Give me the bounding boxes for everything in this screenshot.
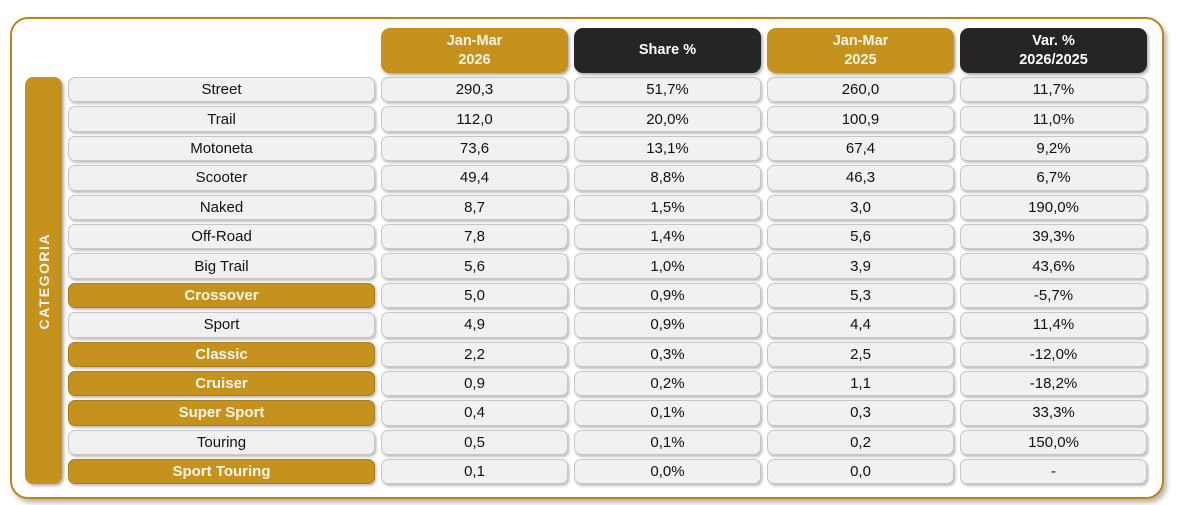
table-frame: Jan-Mar 2026 Share % Jan-Mar 2025 Var. %… [10, 17, 1164, 500]
value-cell-trail-col3: 100,9 [767, 106, 954, 132]
value-cell-off-road-col1: 7,8 [381, 223, 568, 250]
value-cell-off-road-col4: 39,3% [960, 223, 1147, 250]
value-cell-trail-col4: 11,0% [960, 106, 1147, 132]
value-cell-trail-col2: 20,0% [574, 106, 761, 132]
value-cell-touring-col3: 0,2 [767, 429, 954, 456]
value-cell-scooter-col2: 8,8% [574, 165, 761, 191]
category-cell-scooter: Scooter [68, 165, 375, 191]
row-group-label-bar: CATEGORIA [25, 77, 62, 485]
value-cell-naked-col4: 190,0% [960, 194, 1147, 220]
value-cell-off-road-col2: 1,4% [574, 223, 761, 250]
value-cell-street-col3: 260,0 [767, 77, 954, 103]
category-cell-super-sport: Super Sport [68, 400, 375, 426]
value-cell-super-sport-col2: 0,1% [574, 400, 761, 426]
value-cell-classic-col3: 2,5 [767, 341, 954, 367]
value-cell-street-col2: 51,7% [574, 77, 761, 103]
category-cell-naked: Naked [68, 194, 375, 220]
value-cell-big-trail-col4: 43,6% [960, 253, 1147, 279]
category-cell-street: Street [68, 77, 375, 103]
value-cell-cruiser-col3: 1,1 [767, 370, 954, 397]
value-cell-scooter-col4: 6,7% [960, 165, 1147, 191]
value-cell-crossover-col4: -5,7% [960, 282, 1147, 309]
value-cell-cruiser-col4: -18,2% [960, 370, 1147, 397]
value-cell-big-trail-col2: 1,0% [574, 253, 761, 279]
column-header-share-pct: Share % [574, 28, 761, 73]
column-header-jan-mar-2026: Jan-Mar 2026 [381, 28, 568, 73]
value-cell-motoneta-col2: 13,1% [574, 135, 761, 162]
value-cell-scooter-col3: 46,3 [767, 165, 954, 191]
value-cell-off-road-col3: 5,6 [767, 223, 954, 250]
value-cell-scooter-col1: 49,4 [381, 165, 568, 191]
value-cell-motoneta-col3: 67,4 [767, 135, 954, 162]
value-cell-super-sport-col4: 33,3% [960, 400, 1147, 426]
category-cell-crossover: Crossover [68, 282, 375, 309]
value-cell-classic-col1: 2,2 [381, 341, 568, 367]
value-cell-crossover-col1: 5,0 [381, 282, 568, 309]
category-cell-sport-touring: Sport Touring [68, 459, 375, 485]
category-cell-classic: Classic [68, 341, 375, 367]
value-cell-trail-col1: 112,0 [381, 106, 568, 132]
value-cell-sport-col3: 4,4 [767, 312, 954, 338]
value-cell-crossover-col3: 5,3 [767, 282, 954, 309]
value-cell-naked-col1: 8,7 [381, 194, 568, 220]
value-cell-sport-col4: 11,4% [960, 312, 1147, 338]
value-cell-naked-col3: 3,0 [767, 194, 954, 220]
value-cell-street-col4: 11,7% [960, 77, 1147, 103]
value-cell-classic-col2: 0,3% [574, 341, 761, 367]
row-group-label: CATEGORIA [35, 232, 52, 329]
value-cell-touring-col4: 150,0% [960, 429, 1147, 456]
value-cell-touring-col1: 0,5 [381, 429, 568, 456]
value-cell-sport-col2: 0,9% [574, 312, 761, 338]
value-cell-big-trail-col1: 5,6 [381, 253, 568, 279]
column-header-jan-mar-2025: Jan-Mar 2025 [767, 28, 954, 73]
value-cell-sport-col1: 4,9 [381, 312, 568, 338]
category-cell-trail: Trail [68, 106, 375, 132]
value-cell-cruiser-col2: 0,2% [574, 370, 761, 397]
value-cell-sport-touring-col1: 0,1 [381, 459, 568, 485]
category-cell-off-road: Off-Road [68, 223, 375, 250]
value-cell-sport-touring-col3: 0,0 [767, 459, 954, 485]
value-cell-super-sport-col1: 0,4 [381, 400, 568, 426]
value-cell-motoneta-col4: 9,2% [960, 135, 1147, 162]
value-cell-crossover-col2: 0,9% [574, 282, 761, 309]
category-cell-sport: Sport [68, 312, 375, 338]
value-cell-street-col1: 290,3 [381, 77, 568, 103]
value-cell-cruiser-col1: 0,9 [381, 370, 568, 397]
value-cell-touring-col2: 0,1% [574, 429, 761, 456]
value-cell-sport-touring-col4: - [960, 459, 1147, 485]
value-cell-big-trail-col3: 3,9 [767, 253, 954, 279]
category-cell-big-trail: Big Trail [68, 253, 375, 279]
category-cell-touring: Touring [68, 429, 375, 456]
category-cell-motoneta: Motoneta [68, 135, 375, 162]
category-cell-cruiser: Cruiser [68, 370, 375, 397]
value-cell-motoneta-col1: 73,6 [381, 135, 568, 162]
value-cell-sport-touring-col2: 0,0% [574, 459, 761, 485]
column-header-var-pct: Var. % 2026/2025 [960, 28, 1147, 73]
value-cell-classic-col4: -12,0% [960, 341, 1147, 367]
value-cell-super-sport-col3: 0,3 [767, 400, 954, 426]
value-cell-naked-col2: 1,5% [574, 194, 761, 220]
table-grid: Jan-Mar 2026 Share % Jan-Mar 2025 Var. %… [25, 28, 1148, 485]
